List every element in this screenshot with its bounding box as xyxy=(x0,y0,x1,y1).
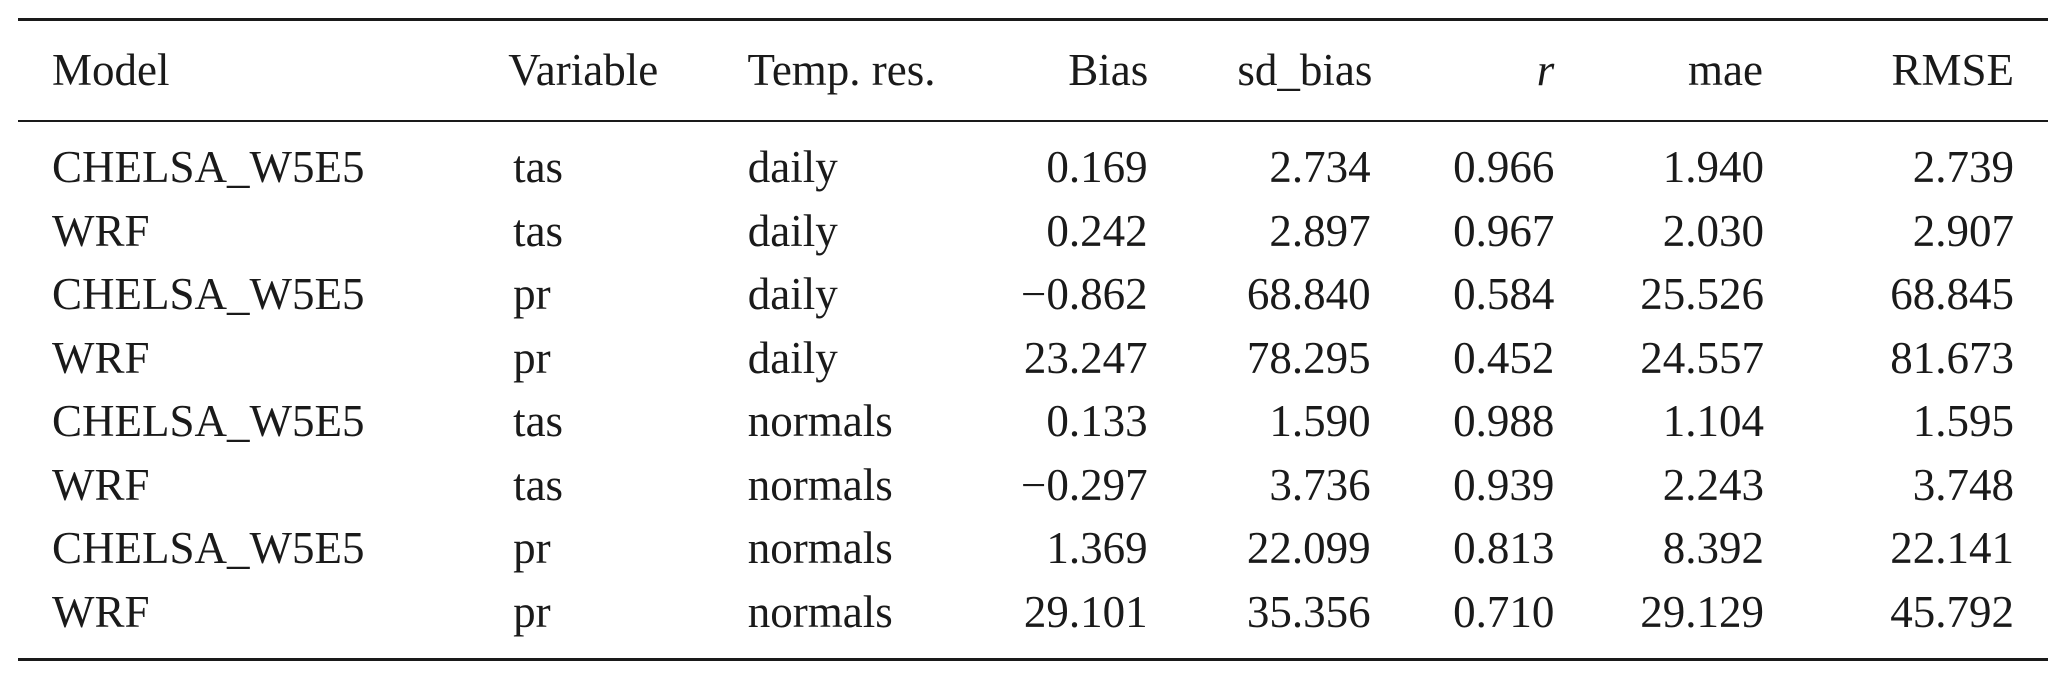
cell-variable: tas xyxy=(513,396,564,447)
cell-sd-bias: 1.590 xyxy=(1269,396,1371,447)
cell-bias: 0.133 xyxy=(1046,396,1148,447)
header-variable: Variable xyxy=(508,45,659,95)
cell-rmse: 22.141 xyxy=(1890,523,2014,574)
cell-bias: −0.862 xyxy=(1020,269,1148,320)
table-row: CHELSA_W5E5 tas daily 0.169 2.734 0.966 1.940 2… xyxy=(18,136,2048,200)
cell-rmse: 1.595 xyxy=(1912,396,2014,447)
cell-variable: tas xyxy=(513,142,564,193)
header-rule xyxy=(18,120,2048,122)
cell-rmse: 3.748 xyxy=(1912,459,2014,510)
cell-variable: tas xyxy=(513,205,564,256)
cell-mae: 25.526 xyxy=(1640,269,1764,320)
cell-r: 0.988 xyxy=(1453,396,1555,447)
cell-rmse: 81.673 xyxy=(1890,332,2014,383)
cell-bias: 0.169 xyxy=(1046,142,1148,193)
cell-r: 0.813 xyxy=(1453,523,1555,574)
cell-temp-res: daily xyxy=(747,142,838,193)
cell-sd-bias: 2.734 xyxy=(1269,142,1371,193)
cell-mae: 24.557 xyxy=(1640,332,1764,383)
cell-mae: 8.392 xyxy=(1662,523,1764,574)
cell-r: 0.710 xyxy=(1453,586,1555,637)
header-model: Model xyxy=(52,45,170,95)
table-row: CHELSA_W5E5 pr normals 1.369 22.099 0.813 8.39… xyxy=(18,517,2048,581)
cell-variable: pr xyxy=(513,586,551,637)
header-bias: Bias xyxy=(1068,45,1149,95)
cell-model: WRF xyxy=(52,332,150,383)
table-row: CHELSA_W5E5 pr daily −0.862 68.840 0.584 25.52… xyxy=(18,263,2048,327)
cell-mae: 2.030 xyxy=(1662,205,1764,256)
cell-sd-bias: 3.736 xyxy=(1269,459,1371,510)
header-sd-bias: sd_bias xyxy=(1237,45,1373,95)
header-rmse: RMSE xyxy=(1891,45,2014,95)
cell-r: 0.584 xyxy=(1453,269,1555,320)
table-row: WRF tas normals −0.297 3.736 0.939 2.243 3.748 xyxy=(18,454,2048,518)
header-mae: mae xyxy=(1688,45,1763,95)
cell-model: CHELSA_W5E5 xyxy=(52,269,365,320)
results-table: Model Variable Temp. res. Bias sd_bias r… xyxy=(18,18,2048,661)
cell-rmse: 68.845 xyxy=(1890,269,2014,320)
table-row: WRF pr daily 23.247 78.295 0.452 24.557 81.673 xyxy=(18,327,2048,391)
bottom-rule xyxy=(18,658,2048,661)
table-row: WRF tas daily 0.242 2.897 0.967 2.030 2.907 xyxy=(18,200,2048,264)
cell-variable: tas xyxy=(513,459,564,510)
cell-rmse: 45.792 xyxy=(1890,586,2014,637)
table-body: CHELSA_W5E5 tas daily 0.169 2.734 0.966 1.940 2… xyxy=(18,122,2048,658)
cell-variable: pr xyxy=(513,523,551,574)
cell-model: WRF xyxy=(52,459,150,510)
cell-r: 0.939 xyxy=(1453,459,1555,510)
cell-model: WRF xyxy=(52,205,150,256)
cell-variable: pr xyxy=(513,332,551,383)
cell-model: CHELSA_W5E5 xyxy=(52,523,365,574)
header-row: Model Variable Temp. res. Bias sd_bias r… xyxy=(18,21,2048,120)
cell-r: 0.452 xyxy=(1453,332,1555,383)
cell-variable: pr xyxy=(513,269,551,320)
cell-sd-bias: 35.356 xyxy=(1246,586,1371,637)
cell-temp-res: daily xyxy=(747,205,838,256)
cell-mae: 2.243 xyxy=(1662,459,1764,510)
cell-sd-bias: 2.897 xyxy=(1269,205,1371,256)
cell-bias: 29.101 xyxy=(1023,586,1148,637)
cell-sd-bias: 22.099 xyxy=(1246,523,1371,574)
table-row: WRF pr normals 29.101 35.356 0.710 29.129 45.79… xyxy=(18,581,2048,645)
cell-temp-res: normals xyxy=(747,586,893,637)
cell-sd-bias: 78.295 xyxy=(1246,332,1371,383)
top-rule xyxy=(18,18,2048,21)
cell-temp-res: normals xyxy=(747,396,893,447)
cell-rmse: 2.907 xyxy=(1912,205,2014,256)
metrics-table-body: CHELSA_W5E5 tas daily 0.169 2.734 0.966 1.940 2… xyxy=(18,122,2048,658)
cell-model: WRF xyxy=(52,586,150,637)
metrics-table: Model Variable Temp. res. Bias sd_bias r… xyxy=(18,21,2048,120)
header-r: r xyxy=(1536,45,1555,95)
table-header: Model Variable Temp. res. Bias sd_bias r… xyxy=(18,21,2048,120)
cell-bias: 23.247 xyxy=(1023,332,1148,383)
cell-rmse: 2.739 xyxy=(1912,142,2014,193)
table-row: CHELSA_W5E5 tas normals 0.133 1.590 0.988 1.10… xyxy=(18,390,2048,454)
cell-r: 0.967 xyxy=(1453,205,1555,256)
cell-model: CHELSA_W5E5 xyxy=(52,396,365,447)
cell-bias: 0.242 xyxy=(1046,205,1148,256)
cell-mae: 1.104 xyxy=(1662,396,1764,447)
cell-model: CHELSA_W5E5 xyxy=(52,142,365,193)
cell-mae: 1.940 xyxy=(1662,142,1764,193)
cell-bias: −0.297 xyxy=(1020,459,1148,510)
cell-bias: 1.369 xyxy=(1046,523,1148,574)
cell-r: 0.966 xyxy=(1453,142,1555,193)
cell-temp-res: daily xyxy=(747,269,838,320)
cell-temp-res: daily xyxy=(747,332,838,383)
cell-mae: 29.129 xyxy=(1640,586,1764,637)
cell-temp-res: normals xyxy=(747,459,893,510)
cell-sd-bias: 68.840 xyxy=(1246,269,1371,320)
header-temp-res: Temp. res. xyxy=(747,45,936,95)
cell-temp-res: normals xyxy=(747,523,893,574)
